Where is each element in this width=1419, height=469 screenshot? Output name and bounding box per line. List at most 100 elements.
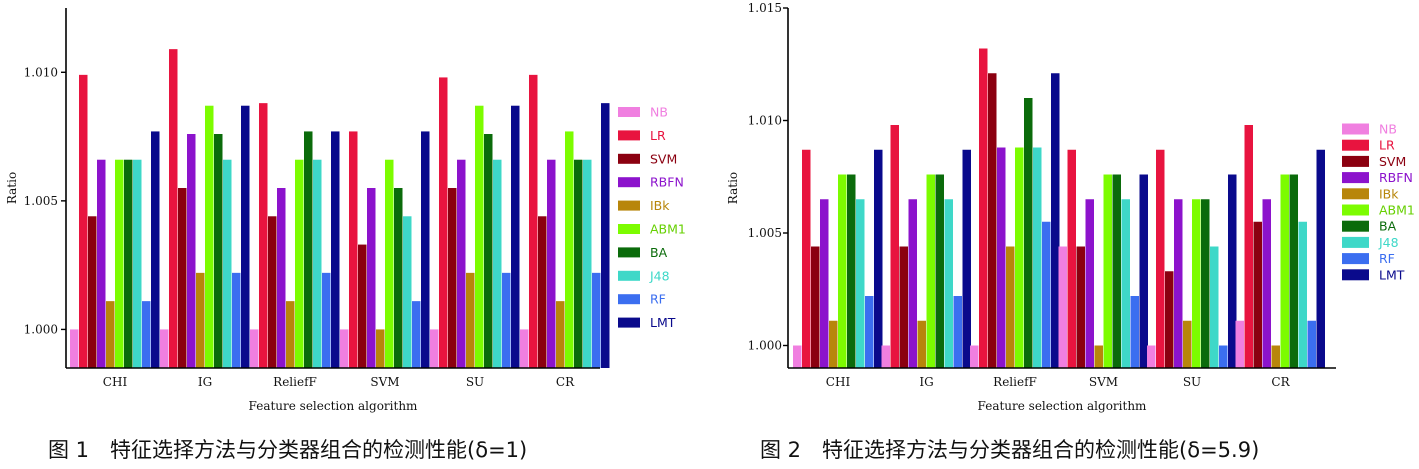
legend-swatch-abm1 (618, 224, 640, 234)
legend-label-lmt: LMT (650, 315, 676, 330)
bar-j48-su (493, 159, 502, 368)
bar-abm1-ig (926, 174, 935, 368)
bar-abm1-su (1192, 199, 1201, 368)
figure-1-caption: 图 1 特征选择方法与分类器组合的检测性能(δ=1) (48, 438, 528, 462)
bar-ba-chi (124, 159, 133, 368)
bar-svm-relieff (268, 216, 277, 368)
legend-swatch-ibk (618, 200, 640, 211)
bar-lmt-svm (1139, 174, 1148, 368)
bar-ibk-chi (829, 320, 838, 368)
legend-swatch-rbfn (1342, 172, 1369, 184)
legend-label-svm: SVM (1379, 154, 1406, 169)
legend-swatch-svm (1342, 155, 1369, 167)
bar-ibk-ig (917, 320, 926, 368)
legend-label-lr: LR (650, 128, 666, 143)
legend-swatch-svm (618, 153, 640, 164)
bar-lmt-cr (1316, 149, 1325, 368)
bar-lmt-chi (151, 131, 160, 368)
bar-lmt-ig (962, 149, 971, 368)
bar-lmt-chi (874, 149, 883, 368)
bar-j48-ig (223, 159, 232, 368)
bar-rbfn-cr (547, 159, 556, 368)
legend-swatch-j48 (618, 270, 640, 281)
bar-lr-su (1156, 149, 1165, 368)
bar-ibk-relieff (1006, 246, 1015, 368)
bar-lmt-ig (241, 105, 250, 368)
legend-swatch-ba (618, 247, 640, 258)
bar-svm-svm (358, 244, 367, 368)
bar-j48-relieff (313, 159, 322, 368)
chart-2: CHI IG ReliefF SVM SU CR 1.000 1.005 1.010 1.015 R… (726, 1, 1415, 413)
bar-ibk-cr (1271, 345, 1280, 368)
x-tick-label: CHI (826, 375, 851, 389)
y-tick-label: 1.015 (748, 1, 782, 15)
bar-ibk-svm (1094, 345, 1103, 368)
y-axis-title: Ratio (5, 172, 19, 204)
bar-j48-cr (583, 159, 592, 368)
bar-rf-chi (865, 296, 874, 368)
bar-ba-cr (1289, 174, 1298, 368)
bar-svm-cr (538, 216, 547, 368)
bar-nb-ig (160, 329, 169, 368)
bar-rbfn-ig (187, 134, 196, 368)
legend-swatch-rbfn (618, 177, 640, 188)
bar-lmt-svm (421, 131, 430, 368)
bar-rf-svm (412, 301, 421, 368)
bar-j48-svm (1121, 199, 1130, 368)
bar-lmt-relieff (331, 131, 340, 368)
bar-ba-svm (394, 188, 403, 368)
bar-svm-chi (88, 216, 97, 368)
y-axis-title: Ratio (726, 172, 740, 204)
legend-swatch-lr (1342, 139, 1369, 151)
bar-lr-svm (349, 131, 358, 368)
bar-lr-cr (529, 74, 538, 368)
legend-swatch-rf (618, 294, 640, 305)
bar-rbfn-chi (820, 199, 829, 368)
y-tick-label: 1.010 (24, 65, 58, 79)
bar-lr-svm (1067, 149, 1076, 368)
bar-ibk-relieff (286, 301, 295, 368)
bar-ibk-cr (556, 301, 565, 368)
bar-rbfn-svm (367, 188, 376, 368)
bar-lr-chi (802, 149, 811, 368)
bar-rf-su (1219, 345, 1228, 368)
bar-abm1-relieff (295, 159, 304, 368)
x-tick-label: SVM (370, 375, 399, 389)
bar-ba-su (1201, 199, 1210, 368)
bar-nb-su (430, 329, 439, 368)
x-tick-label: CHI (103, 375, 128, 389)
bar-ba-ig (935, 174, 944, 368)
bar-lr-chi (79, 74, 88, 368)
bar-abm1-svm (1103, 174, 1112, 368)
legend-label-rbfn: RBFN (1379, 170, 1413, 185)
bar-abm1-chi (115, 159, 124, 368)
bar-nb-chi (793, 345, 802, 368)
bar-svm-svm (1076, 246, 1085, 368)
bar-ba-relieff (304, 131, 313, 368)
bar-abm1-su (475, 105, 484, 368)
bar-svm-relieff (988, 73, 997, 368)
bar-nb-chi (70, 329, 79, 368)
legend-label-nb: NB (1379, 122, 1397, 137)
x-tick-label: ReliefF (273, 375, 317, 389)
bar-nb-cr (520, 329, 529, 368)
y-tick-label: 1.000 (748, 339, 782, 353)
legend-swatch-j48 (1342, 236, 1369, 248)
x-tick-label: ReliefF (993, 375, 1037, 389)
bar-abm1-chi (838, 174, 847, 368)
bar-nb-svm (1058, 246, 1067, 368)
bar-lmt-su (1228, 174, 1237, 368)
bar-ibk-ig (196, 272, 205, 368)
bar-rbfn-su (457, 159, 466, 368)
bar-ba-su (484, 134, 493, 368)
bar-rbfn-relieff (277, 188, 286, 368)
legend-label-lmt: LMT (1379, 267, 1405, 282)
bar-j48-ig (944, 199, 953, 368)
bar-rbfn-su (1174, 199, 1183, 368)
x-tick-label: SVM (1089, 375, 1118, 389)
bar-rf-svm (1130, 296, 1139, 368)
bar-lr-relieff (979, 48, 988, 368)
bar-rbfn-svm (1085, 199, 1094, 368)
bar-nb-svm (340, 329, 349, 368)
figure-2-caption: 图 2 特征选择方法与分类器组合的检测性能(δ=5.9) (760, 438, 1260, 462)
